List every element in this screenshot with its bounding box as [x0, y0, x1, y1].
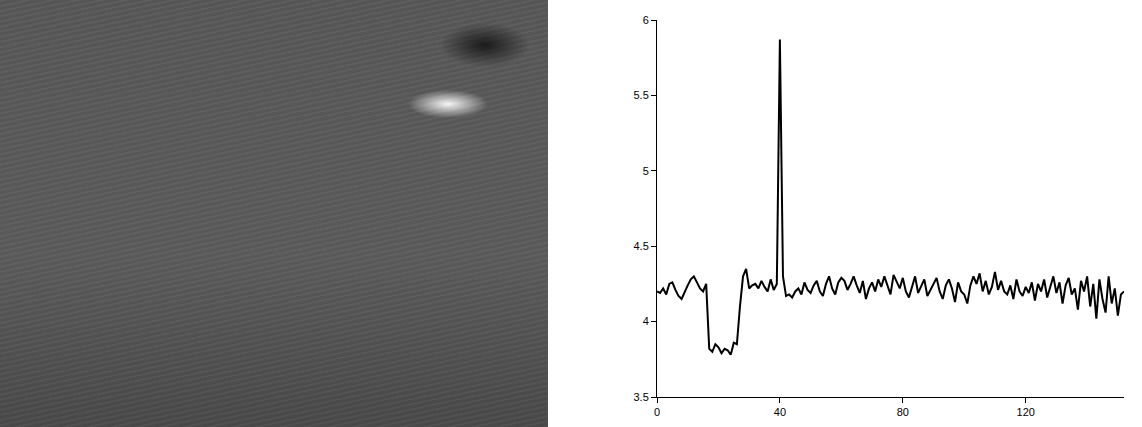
svg-text:6: 6 [643, 14, 649, 26]
svg-text:40: 40 [774, 406, 786, 418]
svg-text:0: 0 [654, 406, 660, 418]
svg-text:80: 80 [897, 406, 909, 418]
svg-text:120: 120 [1017, 406, 1035, 418]
svg-text:5.5: 5.5 [634, 89, 649, 101]
svg-text:5: 5 [643, 165, 649, 177]
svg-text:3.5: 3.5 [634, 391, 649, 403]
svg-text:4.5: 4.5 [634, 240, 649, 252]
svg-text:4: 4 [643, 315, 649, 327]
